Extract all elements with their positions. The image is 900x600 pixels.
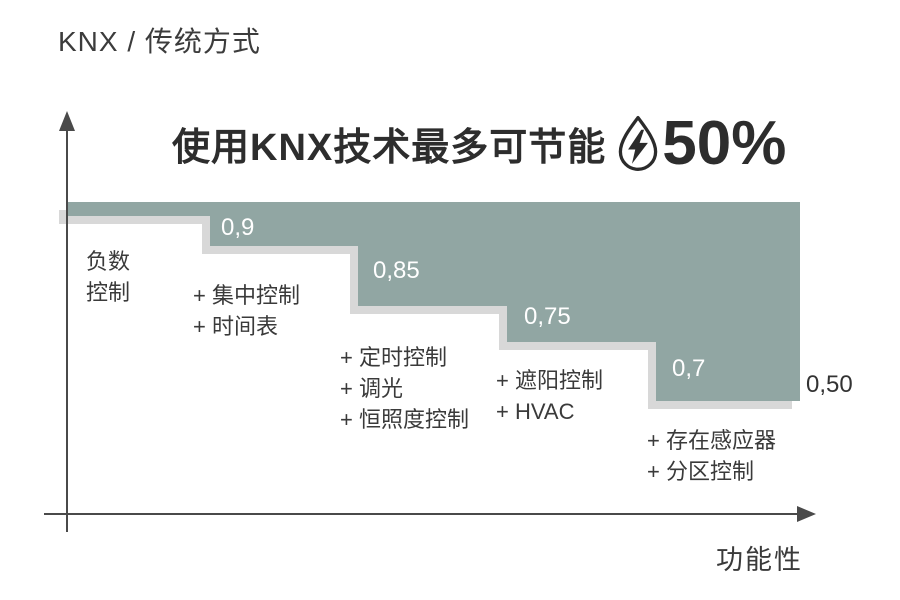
page-title: KNX / 传统方式 <box>58 26 261 57</box>
step-value-0-75: 0,75 <box>524 303 571 330</box>
function-label: + 集中控制 <box>193 283 300 308</box>
step-value-0-7: 0,7 <box>672 355 706 382</box>
function-label: + 调光 <box>340 376 403 401</box>
headline-percent: 50% <box>662 109 787 178</box>
step-functions-1: 负数 控制 <box>86 246 130 308</box>
x-axis-label: 功能性 <box>716 545 803 575</box>
function-label: 负数 <box>86 249 131 274</box>
function-label: + 定时控制 <box>340 345 447 370</box>
function-label: 控制 <box>86 280 131 305</box>
step-value-0-50: 0,50 <box>806 371 853 398</box>
step-functions-5: + 存在感应器 + 分区控制 <box>647 425 776 487</box>
step-functions-3: + 定时控制 + 调光 + 恒照度控制 <box>340 342 469 435</box>
chart-headline: 使用KNX技术最多可节能 50% <box>172 108 786 179</box>
function-label: + 遮阳控制 <box>496 368 603 393</box>
function-label: + 恒照度控制 <box>340 407 469 432</box>
step-functions-2: + 集中控制 + 时间表 <box>193 280 300 342</box>
energy-drop-lightning-icon <box>618 115 658 171</box>
step-functions-4: + 遮阳控制 + HVAC <box>496 365 603 427</box>
y-axis-arrow <box>59 111 75 131</box>
function-label: + 分区控制 <box>647 459 754 484</box>
step-value-0-9: 0,9 <box>221 214 255 241</box>
function-label: + HVAC <box>496 399 575 424</box>
step-value-0-85: 0,85 <box>373 257 420 284</box>
staircase-area <box>67 202 800 401</box>
function-label: + 时间表 <box>193 314 278 339</box>
headline-text: 使用KNX技术最多可节能 <box>172 127 607 169</box>
function-label: + 存在感应器 <box>647 428 776 453</box>
x-axis-arrow <box>797 506 816 522</box>
